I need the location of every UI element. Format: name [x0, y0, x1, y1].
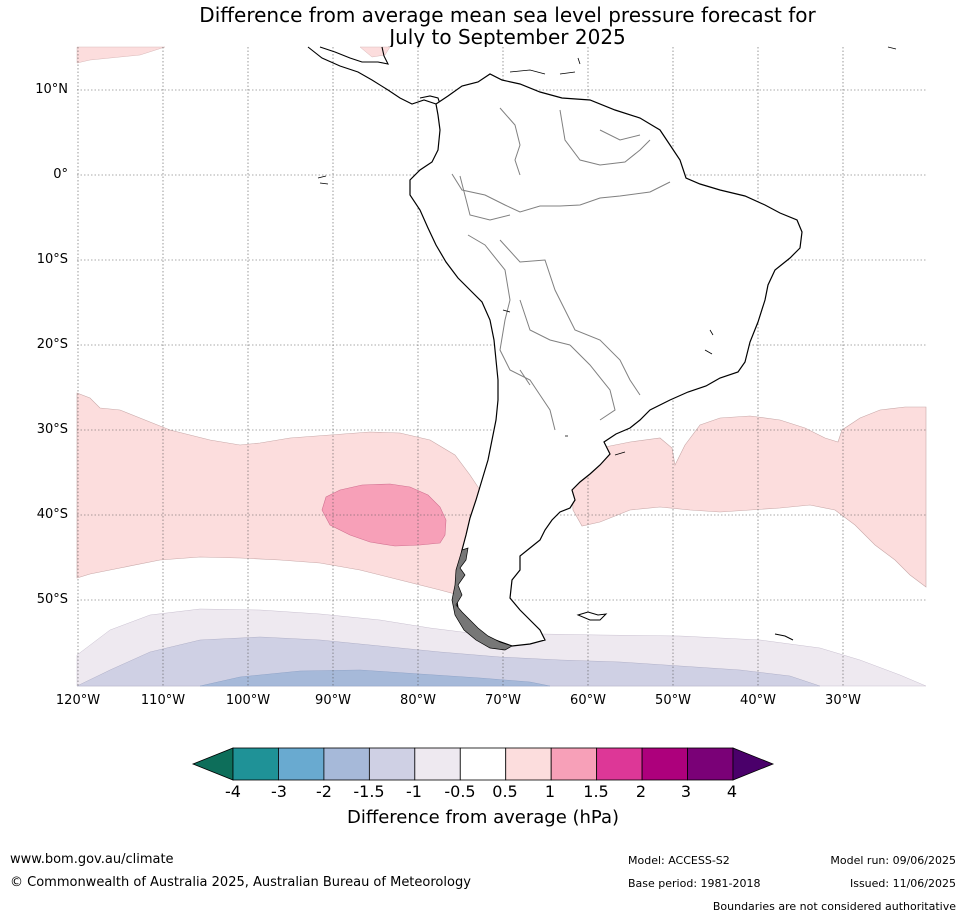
colorbar-segment — [687, 747, 734, 781]
footer-website[interactable]: www.bom.gov.au/climate — [10, 852, 174, 867]
colorbar-extend-low — [191, 747, 234, 781]
colorbar-segment — [323, 747, 370, 781]
colorbar-tick-4: 4 — [726, 782, 738, 801]
galapagos-islands — [317, 175, 329, 185]
lon-label-40w: 40°W — [740, 693, 776, 708]
anomaly-region-north-pink — [76, 46, 166, 64]
anomaly-region-south-neg-strong — [199, 669, 551, 687]
colorbar-segment — [232, 747, 279, 781]
country-borders — [451, 107, 671, 431]
lat-label-0: 0° — [53, 167, 68, 182]
colorbar-tick-3: 3 — [680, 782, 692, 801]
colorbar-segment — [596, 747, 643, 781]
colorbar-segment — [550, 747, 598, 781]
colorbar-tick-2: 2 — [635, 782, 647, 801]
colorbar-segment — [641, 747, 688, 781]
lon-label-60w: 60°W — [570, 693, 606, 708]
footer-disclaimer: Boundaries are not considered authoritat… — [712, 900, 956, 913]
footer-copyright: © Commonwealth of Australia 2025, Austra… — [10, 875, 471, 890]
colorbar-segment — [505, 747, 552, 781]
colorbar-tick-1: 1 — [544, 782, 556, 801]
footer-model-run: Model run: 09/06/2025 — [830, 854, 956, 867]
lon-label-110w: 110°W — [140, 693, 186, 708]
anomaly-region-south-neg-mid — [76, 636, 821, 687]
title-line-2: July to September 2025 — [389, 25, 626, 49]
colorbar — [191, 747, 775, 781]
south-america-coastline — [409, 73, 803, 647]
lat-label-20s: 20°S — [36, 337, 68, 352]
colorbar-tick-1-5: 1.5 — [583, 782, 609, 801]
colorbar-tick-neg2: -2 — [316, 782, 332, 801]
lon-label-50w: 50°W — [655, 693, 691, 708]
lat-label-10n: 10°N — [35, 82, 68, 97]
colorbar-tick-neg1: -1 — [406, 782, 422, 801]
lat-label-30s: 30°S — [36, 422, 68, 437]
map-title: Difference from average mean sea level p… — [0, 4, 965, 48]
lon-label-30w: 30°W — [825, 693, 861, 708]
falkland-islands — [576, 611, 608, 621]
lon-label-90w: 90°W — [315, 693, 351, 708]
footer-issued: Issued: 11/06/2025 — [849, 877, 956, 890]
colorbar-tick-neg4: -4 — [225, 782, 241, 801]
anomaly-region-pacific-peak — [321, 483, 447, 547]
colorbar-tick-neg0-5: -0.5 — [444, 782, 476, 801]
colorbar-segment — [459, 747, 507, 781]
colorbar-tick-neg3: -3 — [271, 782, 287, 801]
anomaly-region-south-atlantic-pink — [571, 406, 927, 588]
central-america-coastline — [307, 46, 443, 111]
lat-label-40s: 40°S — [36, 507, 68, 522]
title-line-1: Difference from average mean sea level p… — [199, 3, 816, 27]
lat-label-10s: 10°S — [36, 252, 68, 267]
pressure-anomaly-map — [76, 46, 927, 687]
lat-label-50s: 50°S — [36, 592, 68, 607]
caribbean-islands — [509, 46, 897, 75]
colorbar-segment — [414, 747, 461, 781]
chilean-fjords — [451, 547, 513, 651]
lakes — [502, 309, 714, 456]
lon-label-120w: 120°W — [55, 693, 101, 708]
colorbar-segment — [278, 747, 325, 781]
colorbar-segment — [368, 747, 416, 781]
footer-model: Model: ACCESS-S2 — [628, 854, 730, 867]
colorbar-tick-neg1-5: -1.5 — [353, 782, 385, 801]
lon-label-80w: 80°W — [400, 693, 436, 708]
colorbar-extend-high — [732, 747, 775, 781]
colorbar-title: Difference from average (hPa) — [346, 807, 620, 828]
lon-label-70w: 70°W — [485, 693, 521, 708]
lon-label-100w: 100°W — [225, 693, 271, 708]
footer-base-period: Base period: 1981-2018 — [628, 877, 761, 890]
south-georgia-island — [774, 633, 794, 641]
colorbar-tick-0-5: 0.5 — [492, 782, 518, 801]
